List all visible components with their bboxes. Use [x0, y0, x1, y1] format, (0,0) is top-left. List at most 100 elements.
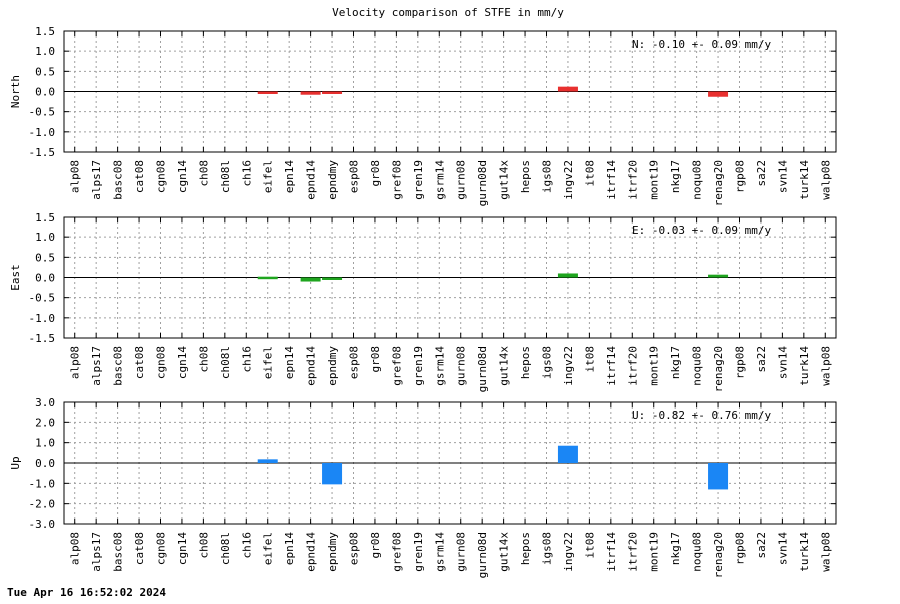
y-tick-label: -1.0: [29, 126, 56, 139]
y-tick-label: -1.0: [29, 312, 56, 325]
x-tick-label: walp08: [819, 532, 832, 572]
x-tick-label: gurn08: [455, 346, 468, 386]
y-axis-label: East: [9, 264, 22, 291]
x-tick-label: cat08: [133, 532, 146, 565]
x-tick-label: itrf20: [626, 532, 639, 572]
x-tick-label: ch16: [240, 346, 253, 373]
panel-north: 1.5 1.0 0.5 0.0 -0.5 -1.0 -1.5 alp08 alps17 basc0…: [9, 25, 837, 206]
x-tick-label: gurn08d: [476, 160, 489, 206]
x-tick-label: epn14: [283, 532, 296, 565]
x-tick-label: gr08: [369, 346, 382, 373]
x-tick-label: ingv22: [562, 346, 575, 386]
bar-eifel: [257, 91, 278, 94]
x-tick-label: rgp08: [734, 532, 747, 565]
x-tick-label: esp08: [348, 346, 361, 379]
x-tick-label: alp08: [69, 160, 82, 193]
x-tick-label: hepos: [519, 160, 532, 193]
plot-frame: [63, 401, 837, 525]
x-tick-label: walp08: [819, 346, 832, 386]
x-tick-label: rgp08: [734, 346, 747, 379]
y-axis-label: Up: [9, 456, 22, 469]
x-tick-label: gut14x: [498, 346, 511, 386]
x-tick-label: cgn14: [176, 532, 189, 565]
x-tick-label: noqu08: [691, 346, 704, 386]
x-tick-label: cgn08: [155, 160, 168, 193]
y-tick-label: -1.0: [29, 477, 56, 490]
x-tick-label: basc08: [112, 532, 125, 572]
bar-ingv22: [557, 273, 578, 278]
x-tick-label: eifel: [262, 346, 275, 379]
chart-title: Velocity comparison of STFE in mm/y: [332, 6, 564, 19]
x-tick-label: svn14: [776, 532, 789, 565]
x-tick-label: noqu08: [691, 532, 704, 572]
y-tick-label: 2.0: [35, 416, 55, 429]
x-tick-label: alps17: [90, 346, 103, 386]
y-tick-label: 0.0: [35, 86, 55, 99]
x-tick-label: gr08: [369, 160, 382, 187]
bar-ingv22: [557, 445, 578, 463]
y-tick-label: -1.5: [29, 146, 56, 159]
x-tick-label: epndmy: [326, 346, 339, 386]
bar-epndmy: [322, 277, 343, 280]
x-tick-label: ch16: [240, 160, 253, 187]
x-tick-label: gurn08: [455, 160, 468, 200]
x-tick-label: nkg17: [669, 532, 682, 565]
y-tick-label: -2.0: [29, 498, 56, 511]
x-tick-label: sa22: [755, 532, 768, 559]
bar-ingv22: [557, 86, 578, 92]
x-tick-label: epndmy: [326, 532, 339, 572]
y-tick-label: 1.5: [35, 25, 55, 38]
x-tick-label: cat08: [133, 346, 146, 379]
x-tick-label: turk14: [798, 346, 811, 386]
x-tick-label: gurn08: [455, 532, 468, 572]
x-tick-label: itrf20: [626, 346, 639, 386]
x-tick-label: svn14: [776, 160, 789, 193]
x-tick-label: esp08: [348, 160, 361, 193]
x-tick-label: hepos: [519, 346, 532, 379]
x-tick-label: gref08: [390, 160, 403, 200]
x-tick-label: epndmy: [326, 160, 339, 200]
x-tick-label: rgp08: [734, 160, 747, 193]
y-tick-label: 1.5: [35, 211, 55, 224]
x-tick-label: nkg17: [669, 160, 682, 193]
x-tick-label: ch08l: [219, 532, 232, 565]
x-tick-label: gref08: [390, 532, 403, 572]
x-tick-label: ch08l: [219, 346, 232, 379]
bar-eifel: [257, 276, 278, 280]
y-axis-label: North: [9, 75, 22, 108]
x-tick-label: ch08: [197, 160, 210, 187]
x-tick-label: igs08: [541, 160, 554, 193]
x-tick-label: gurn08d: [476, 346, 489, 392]
y-tick-label: -1.5: [29, 332, 56, 345]
x-tick-label: epnd14: [305, 532, 318, 572]
x-tick-label: esp08: [348, 532, 361, 565]
y-tick-label: -0.5: [29, 106, 56, 119]
bar-renag20: [708, 463, 729, 490]
x-tick-label: cat08: [133, 160, 146, 193]
x-tick-label: itrf14: [605, 532, 618, 572]
x-tick-label: itrf14: [605, 160, 618, 200]
x-tick-label: gurn08d: [476, 532, 489, 578]
x-tick-label: ch08: [197, 346, 210, 373]
x-tick-label: cgn14: [176, 346, 189, 379]
y-tick-label: -0.5: [29, 292, 56, 305]
x-tick-label: gut14x: [498, 532, 511, 572]
y-tick-label: 1.0: [35, 437, 55, 450]
x-tick-label: itrf14: [605, 346, 618, 386]
x-tick-label: walp08: [819, 160, 832, 200]
x-tick-label: mont19: [648, 160, 661, 200]
x-tick-label: basc08: [112, 160, 125, 200]
x-tick-label: alps17: [90, 160, 103, 200]
x-tick-label: gren19: [412, 346, 425, 386]
plot-frame: [63, 216, 837, 339]
x-tick-label: gut14x: [498, 160, 511, 200]
stats-annotation: E: -0.03 +- 0.09 mm/y: [632, 224, 771, 237]
x-tick-label: nkg17: [669, 346, 682, 379]
bar-epnd14: [300, 91, 321, 95]
x-tick-label: mont19: [648, 532, 661, 572]
x-tick-label: itrf20: [626, 160, 639, 200]
panel-up: 3.0 2.0 1.0 0.0 -1.0 -2.0 -3.0 alp08 alps17 basc0…: [9, 396, 837, 578]
x-tick-label: ch08l: [219, 160, 232, 193]
y-tick-label: 3.0: [35, 396, 55, 409]
